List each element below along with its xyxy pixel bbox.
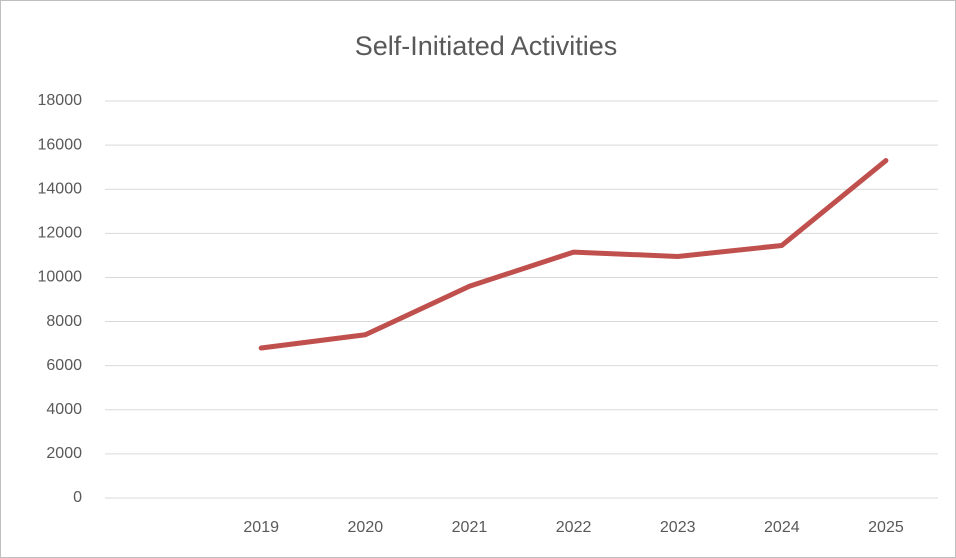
y-tick-label: 16000 (38, 136, 83, 153)
x-tick-label: 2021 (452, 519, 488, 536)
y-tick-label: 6000 (46, 357, 82, 374)
x-tick-label: 2020 (348, 519, 384, 536)
line-series (258, 158, 889, 351)
y-tick-label: 10000 (38, 269, 83, 286)
x-tick-label: 2022 (556, 519, 592, 536)
y-tick-label: 18000 (38, 92, 83, 109)
y-tick-label: 2000 (46, 445, 82, 462)
y-tick-label: 4000 (46, 401, 82, 418)
x-tick-label: 2025 (868, 519, 904, 536)
x-tick-label: 2019 (243, 519, 279, 536)
x-tick-label: 2024 (764, 519, 800, 536)
y-tick-label: 12000 (38, 225, 83, 242)
y-tick-label: 8000 (46, 313, 82, 330)
x-tick-label: 2023 (660, 519, 696, 536)
y-tick-label: 14000 (38, 180, 83, 197)
y-tick-label: 0 (73, 489, 82, 506)
chart-title: Self-Initiated Activities (355, 31, 618, 61)
